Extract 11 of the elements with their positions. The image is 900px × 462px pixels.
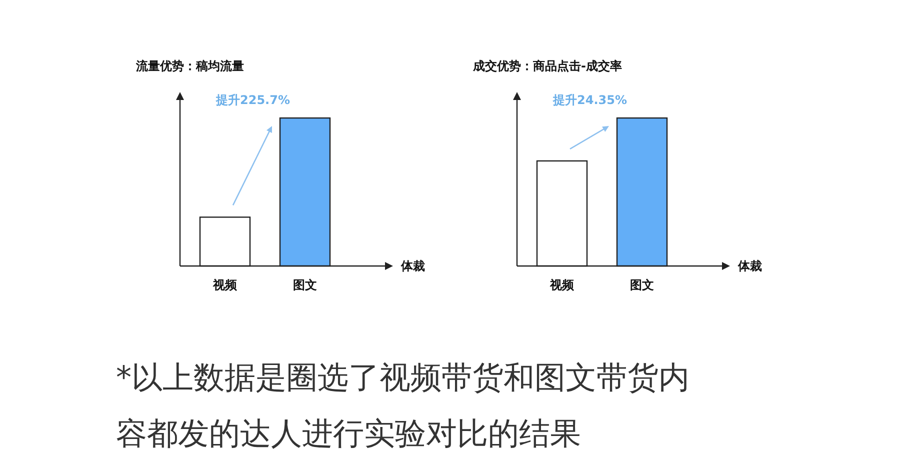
x-axis-title: 体裁 xyxy=(400,259,425,273)
text: *以上数据是圈选了视频带货和图文带货内容都发的达人进行实验对比的结果 xyxy=(116,360,690,452)
x-tick-label: 图文 xyxy=(630,278,654,292)
x-axis-title: 体裁 xyxy=(737,259,762,273)
x-tick-label: 视频 xyxy=(212,278,238,292)
x-tick-label: 图文 xyxy=(293,278,317,292)
x-tick-label: 视频 xyxy=(549,278,575,292)
text: 提升24.35% xyxy=(552,93,627,107)
chart-title: 成交优势：商品点击-成交率 xyxy=(472,59,622,73)
text: 提升225.7% xyxy=(215,93,290,107)
chart-title: 流量优势：稿均流量 xyxy=(135,59,244,73)
